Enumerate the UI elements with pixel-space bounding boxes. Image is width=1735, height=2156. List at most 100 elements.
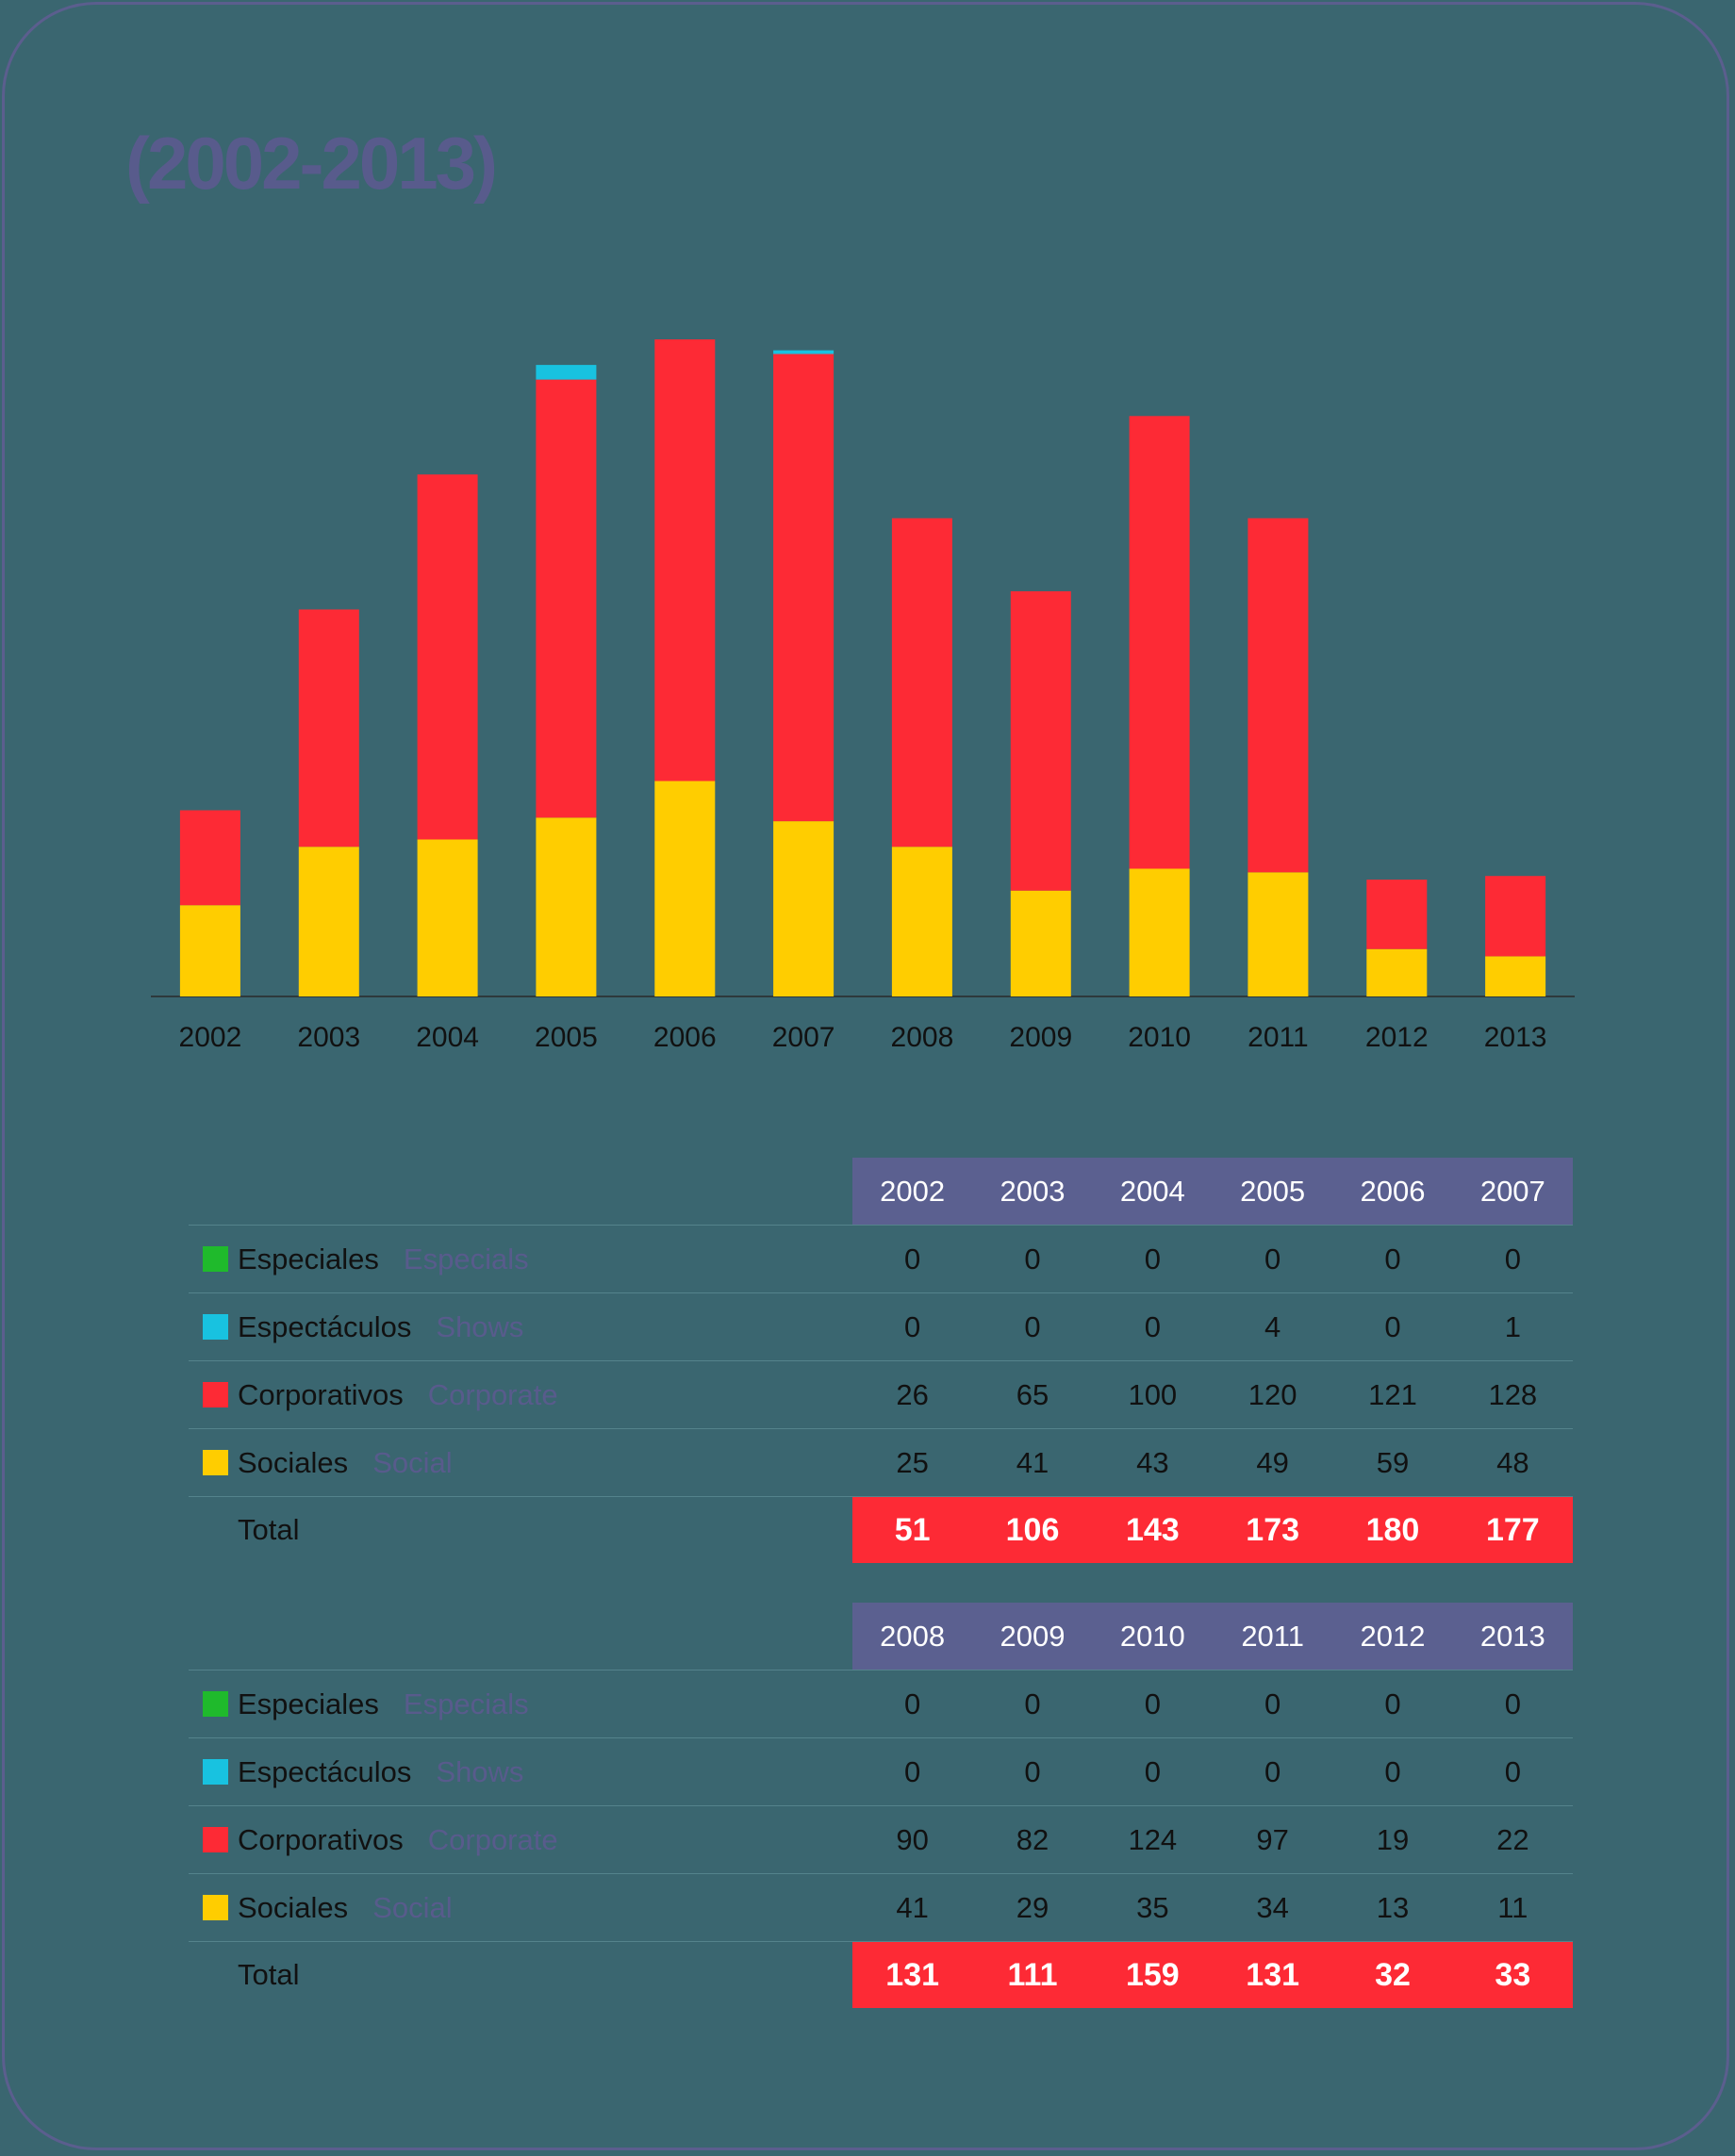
- sociales-swatch: [203, 1449, 228, 1475]
- cell-value: 0: [972, 1737, 1093, 1806]
- x-tick-label: 2005: [535, 1022, 598, 1053]
- cell-value: 90: [852, 1805, 973, 1874]
- x-tick-label: 2009: [1009, 1022, 1072, 1053]
- table-header-row: 2008 2009 2010 2011 2012 2013: [189, 1603, 1573, 1670]
- label-en: Social: [372, 1445, 453, 1479]
- especiales-swatch: [203, 1245, 228, 1272]
- cell-value: 19: [1332, 1805, 1453, 1874]
- label-es: Sociales: [238, 1890, 349, 1924]
- label-en: Corporate: [427, 1822, 558, 1856]
- cell-value: 26: [852, 1360, 973, 1429]
- x-tick-label: 2011: [1248, 1022, 1309, 1053]
- label-es: Corporativos: [238, 1822, 404, 1856]
- bar-corporativos-2009: [1010, 591, 1071, 891]
- cell-value: 22: [1452, 1805, 1573, 1874]
- bar-sociales-2003: [298, 847, 359, 996]
- cell-value: 0: [852, 1292, 973, 1361]
- bar-sociales-2005: [536, 817, 597, 996]
- stacked-bar-chart: 2002 2003 2004 2005 2006 2007 2008 2009 2010 2011…: [151, 339, 1575, 1053]
- total-value: 51: [852, 1496, 973, 1563]
- bar-corporativos-2011: [1248, 518, 1309, 873]
- x-tick-label: 2006: [653, 1022, 717, 1053]
- header-year: 2010: [1092, 1603, 1213, 1670]
- cell-value: 0: [1332, 1225, 1453, 1293]
- total-label: Total: [189, 1496, 852, 1563]
- cell-value: 48: [1452, 1428, 1573, 1497]
- total-value: 111: [972, 1941, 1093, 2008]
- cell-value: 59: [1332, 1428, 1453, 1497]
- cell-value: 0: [1092, 1670, 1213, 1738]
- bar-sociales-2011: [1248, 872, 1309, 996]
- bar-sociales-2004: [417, 839, 478, 996]
- cell-value: 1: [1452, 1292, 1573, 1361]
- header-year: 2008: [852, 1603, 973, 1670]
- espectaculos-swatch: [203, 1758, 228, 1785]
- label-en: Shows: [436, 1309, 524, 1343]
- bar-sociales-2006: [654, 781, 716, 996]
- corporativos-swatch: [203, 1381, 228, 1407]
- x-tick-label: 2013: [1484, 1022, 1547, 1053]
- total-value: 180: [1332, 1496, 1453, 1563]
- cell-value: 124: [1092, 1805, 1213, 1874]
- data-table-2002-2007: 2002 2003 2004 2005 2006 2007 Especiales…: [189, 1158, 1573, 1563]
- cell-value: 0: [852, 1225, 973, 1293]
- cell-value: 121: [1332, 1360, 1453, 1429]
- label-es: Especiales: [238, 1242, 379, 1275]
- bar-sociales-2012: [1366, 948, 1428, 996]
- header-year: 2005: [1212, 1158, 1333, 1226]
- cell-value: 65: [972, 1360, 1093, 1429]
- total-value: 131: [1212, 1941, 1333, 2008]
- cell-value: 0: [1332, 1670, 1453, 1738]
- especiales-swatch: [203, 1690, 228, 1717]
- corporativos-swatch: [203, 1826, 228, 1852]
- row-label: Especiales Especials: [189, 1225, 852, 1293]
- total-value: 106: [972, 1496, 1093, 1563]
- bar-corporativos-2003: [298, 609, 359, 848]
- total-label: Total: [189, 1941, 852, 2008]
- label-es: Espectáculos: [238, 1754, 412, 1788]
- cell-value: 0: [1452, 1670, 1573, 1738]
- cell-value: 41: [972, 1428, 1093, 1497]
- label-en: Especials: [403, 1242, 529, 1275]
- table-row-especiales: Especiales Especials 0 0 0 0 0 0: [189, 1225, 1573, 1293]
- cell-value: 34: [1212, 1873, 1333, 1942]
- bar-sociales-2008: [891, 847, 952, 996]
- x-tick-label: 2004: [416, 1022, 479, 1053]
- espectaculos-swatch: [203, 1313, 228, 1340]
- bar-corporativos-2007: [773, 354, 834, 822]
- bar-corporativos-2012: [1366, 880, 1428, 949]
- bar-espectaculos-2007: [773, 350, 834, 354]
- total-value: 131: [852, 1941, 973, 2008]
- cell-value: 0: [852, 1737, 973, 1806]
- cell-value: 25: [852, 1428, 973, 1497]
- cell-value: 0: [852, 1670, 973, 1738]
- cell-value: 0: [1332, 1292, 1453, 1361]
- bar-sociales-2007: [773, 821, 834, 996]
- cell-value: 0: [972, 1670, 1093, 1738]
- bar-corporativos-2005: [536, 379, 597, 818]
- cell-value: 49: [1212, 1428, 1333, 1497]
- cell-value: 120: [1212, 1360, 1333, 1429]
- x-tick-label: 2012: [1365, 1022, 1429, 1053]
- bar-corporativos-2008: [891, 518, 952, 848]
- cell-value: 35: [1092, 1873, 1213, 1942]
- total-value: 173: [1212, 1496, 1333, 1563]
- cell-value: 97: [1212, 1805, 1333, 1874]
- header-blank: [189, 1158, 852, 1226]
- cell-value: 0: [1092, 1225, 1213, 1293]
- table-row-espectaculos: Espectáculos Shows 0 0 0 4 0 1: [189, 1292, 1573, 1361]
- cell-value: 0: [1332, 1737, 1453, 1806]
- total-value: 33: [1452, 1941, 1573, 2008]
- table-row-total: Total 51 106 143 173 180 177: [189, 1496, 1573, 1563]
- cell-value: 100: [1092, 1360, 1213, 1429]
- header-year: 2007: [1452, 1158, 1573, 1226]
- row-label: Sociales Social: [189, 1873, 852, 1942]
- cell-value: 0: [1452, 1737, 1573, 1806]
- header-year: 2003: [972, 1158, 1093, 1226]
- table-row-espectaculos: Espectáculos Shows 0 0 0 0 0 0: [189, 1737, 1573, 1806]
- x-tick-label: 2010: [1128, 1022, 1191, 1053]
- header-year: 2009: [972, 1603, 1093, 1670]
- bar-corporativos-2010: [1129, 416, 1190, 869]
- header-year: 2006: [1332, 1158, 1453, 1226]
